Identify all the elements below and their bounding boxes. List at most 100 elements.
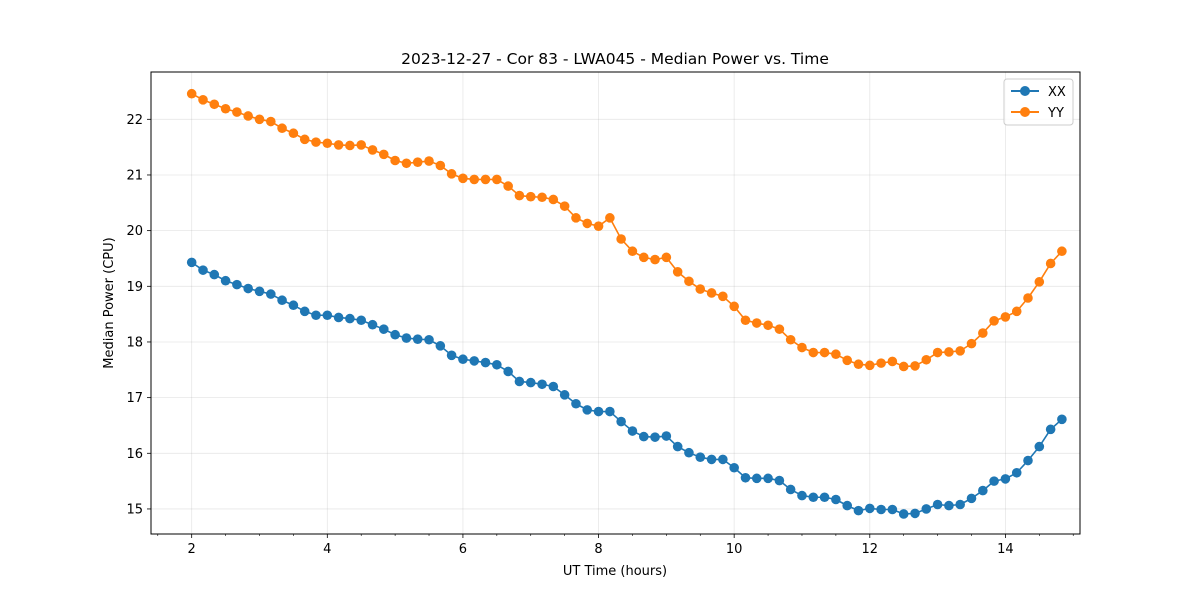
data-point-xx — [616, 416, 626, 427]
data-point-xx — [514, 376, 525, 387]
series-xx — [186, 257, 1067, 519]
data-point-xx — [944, 500, 954, 511]
data-point-xx — [446, 350, 457, 361]
data-point-xx — [458, 354, 468, 365]
data-point-xx — [605, 406, 615, 417]
data-point-yy — [966, 338, 977, 349]
data-point-yy — [254, 114, 265, 125]
data-point-yy — [932, 347, 943, 358]
data-point-xx — [842, 500, 853, 511]
data-point-xx — [525, 377, 536, 388]
data-point-yy — [412, 157, 423, 167]
data-point-yy — [559, 201, 570, 211]
data-point-xx — [559, 390, 570, 400]
data-point-yy — [1000, 312, 1011, 322]
data-point-yy — [684, 276, 694, 287]
data-point-yy — [582, 218, 593, 229]
data-point-yy — [232, 107, 242, 117]
data-point-yy — [288, 128, 299, 139]
legend-marker-xx — [1020, 86, 1030, 96]
data-point-yy — [446, 169, 457, 179]
data-point-yy — [785, 334, 796, 345]
legend-marker-yy — [1020, 107, 1030, 117]
data-point-yy — [774, 324, 785, 334]
legend-label-xx: XX — [1048, 85, 1066, 100]
data-point-xx — [345, 313, 355, 324]
x-tick-label: 2 — [188, 542, 196, 557]
data-point-yy — [864, 360, 875, 371]
data-point-yy — [480, 174, 491, 185]
data-point-yy — [740, 315, 751, 326]
data-point-yy — [209, 99, 220, 110]
data-point-yy — [763, 320, 773, 331]
data-point-xx — [254, 286, 265, 297]
data-point-yy — [1045, 258, 1056, 269]
plot-series — [186, 88, 1067, 519]
data-point-xx — [582, 405, 593, 415]
data-point-xx — [751, 473, 762, 484]
data-point-yy — [424, 156, 434, 166]
data-point-xx — [853, 505, 864, 516]
data-point-xx — [989, 476, 999, 486]
data-point-xx — [808, 492, 819, 503]
data-point-xx — [469, 356, 480, 366]
data-point-xx — [921, 504, 932, 514]
data-point-xx — [718, 454, 728, 465]
data-point-xx — [797, 490, 807, 501]
data-point-xx — [661, 431, 672, 441]
data-point-yy — [503, 181, 513, 191]
data-point-xx — [684, 447, 694, 458]
data-point-xx — [650, 432, 660, 442]
data-point-yy — [955, 346, 965, 356]
data-point-xx — [1011, 467, 1022, 478]
data-point-yy — [378, 149, 389, 160]
data-point-yy — [266, 116, 276, 127]
data-point-yy — [593, 221, 604, 231]
data-point-yy — [921, 354, 932, 365]
data-point-xx — [1023, 455, 1033, 466]
y-tick-label: 15 — [126, 502, 143, 517]
data-point-xx — [266, 289, 276, 299]
data-point-xx — [548, 381, 559, 392]
data-point-yy — [311, 137, 321, 147]
data-point-xx — [378, 324, 389, 334]
data-point-xx — [333, 312, 344, 323]
data-point-yy — [571, 213, 581, 223]
data-point-yy — [469, 174, 480, 185]
data-point-yy — [1034, 277, 1045, 287]
data-point-xx — [955, 499, 965, 510]
data-point-yy — [367, 145, 378, 155]
data-point-yy — [345, 140, 355, 151]
data-point-xx — [729, 462, 739, 473]
data-point-xx — [503, 366, 513, 377]
grid-lines — [151, 72, 1080, 534]
data-point-yy — [898, 361, 909, 372]
data-point-xx — [695, 452, 706, 462]
x-tick-label: 6 — [459, 542, 467, 557]
data-point-xx — [887, 504, 898, 515]
x-tick-label: 4 — [323, 542, 331, 557]
data-point-xx — [932, 499, 943, 510]
data-point-yy — [672, 267, 683, 277]
data-point-xx — [288, 300, 299, 311]
data-point-xx — [480, 357, 491, 368]
data-point-yy — [819, 347, 830, 358]
data-point-yy — [842, 355, 853, 366]
y-tick-label: 20 — [126, 224, 143, 239]
data-point-yy — [616, 234, 626, 244]
y-axis-label: Median Power (CPU) — [102, 237, 117, 368]
legend-label-yy: YY — [1047, 106, 1064, 121]
data-point-yy — [333, 140, 344, 150]
data-point-xx — [876, 504, 886, 515]
data-point-xx — [1057, 414, 1067, 425]
data-point-yy — [514, 190, 525, 201]
y-tick-label: 22 — [126, 113, 143, 128]
data-point-yy — [751, 318, 762, 328]
data-point-yy — [243, 111, 253, 121]
data-point-xx — [537, 379, 547, 390]
data-point-yy — [458, 173, 468, 184]
data-point-xx — [910, 508, 920, 519]
data-point-xx — [322, 310, 333, 321]
data-point-yy — [322, 138, 333, 149]
